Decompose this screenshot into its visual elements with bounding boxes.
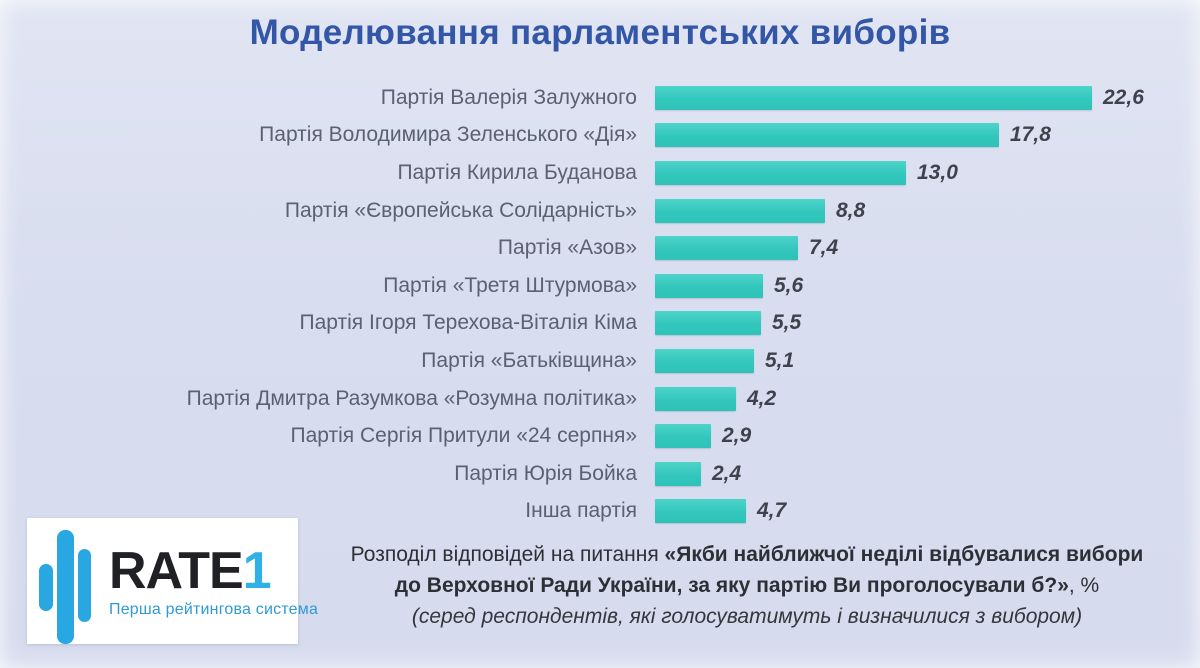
bar	[655, 160, 906, 185]
bar-value-label: 4,2	[747, 386, 777, 410]
bar-value-label: 5,5	[772, 311, 802, 335]
bar-row: Інша партія 4,7	[0, 493, 1200, 531]
bar-value-label: 5,6	[774, 273, 804, 297]
note-segment: «Якби найближчої неділі відбувалися вибо…	[664, 543, 1144, 566]
logo-brand-rate: RATE	[109, 542, 244, 600]
bar-row: Партія Дмитра Разумкова «Розумна політик…	[0, 380, 1200, 418]
logo-text: RATE1 Перша рейтингова система	[105, 545, 318, 619]
note-segment: , %	[1068, 574, 1100, 597]
bar-category-label: Партія Сергія Притули «24 серпня»	[290, 424, 638, 448]
bar-row: Партія Юрія Бойка 2,4	[0, 455, 1200, 493]
bar	[655, 311, 761, 336]
bar-value-label: 22,6	[1103, 85, 1144, 109]
bar-row: Партія Володимира Зеленського «Дія» 17,8	[0, 117, 1200, 155]
rate1-logo: RATE1 Перша рейтингова система	[27, 518, 318, 644]
note-line: Розподіл відповідей на питання «Якби най…	[310, 539, 1184, 570]
bar	[655, 424, 711, 449]
bar-row: Партія «Азов» 7,4	[0, 229, 1200, 267]
note-segment: (серед респондентів, які голосуватимуть …	[411, 605, 1083, 628]
bar-category-label: Партія Ігоря Терехова-Віталія Кіма	[299, 311, 637, 335]
survey-question-note: Розподіл відповідей на питання «Якби най…	[310, 539, 1184, 632]
bar	[655, 236, 798, 261]
note-segment: до Верховної Ради України, за яку партію…	[394, 574, 1069, 597]
bar-category-label: Партія Юрія Бойка	[454, 461, 637, 485]
bar-category-label: Партія «Азов»	[497, 236, 637, 260]
bar	[655, 198, 825, 223]
bar-row: Партія Ігоря Терехова-Віталія Кіма 5,5	[0, 305, 1200, 343]
bar-value-label: 2,9	[722, 424, 752, 448]
equalizer-icon	[37, 521, 105, 644]
page-title: Моделювання парламентських виборів	[249, 13, 951, 52]
bar-row: Партія «Європейська Солідарність» 8,8	[0, 192, 1200, 230]
bar-value-label: 13,0	[917, 160, 958, 184]
bar	[655, 461, 701, 486]
bar-category-label: Партія «Європейська Солідарність»	[284, 198, 637, 222]
bar-row: Партія Сергія Притули «24 серпня» 2,9	[0, 417, 1200, 455]
bar	[655, 85, 1092, 110]
bar-row: Партія «Третя Штурмова» 5,6	[0, 267, 1200, 305]
logo-brand-one: 1	[242, 542, 272, 600]
bar-row: Партія Валерія Залужного 22,6	[0, 79, 1200, 117]
note-segment: Розподіл відповідей на питання	[350, 543, 665, 566]
bar-category-label: Партія Дмитра Разумкова «Розумна політик…	[186, 386, 637, 410]
note-line: до Верховної Ради України, за яку партію…	[310, 570, 1184, 601]
bar-value-label: 7,4	[809, 236, 839, 260]
bar-category-label: Партія «Батьківщина»	[421, 348, 637, 372]
bar-category-label: Партія Володимира Зеленського «Дія»	[259, 123, 637, 147]
bar-row: Партія Кирила Буданова 13,0	[0, 154, 1200, 192]
bar-row: Партія «Батьківщина» 5,1	[0, 342, 1200, 380]
bar	[655, 123, 999, 148]
logo-tagline: Перша рейтингова система	[109, 601, 319, 618]
bar-value-label: 5,1	[765, 348, 795, 372]
bar	[655, 386, 736, 411]
bar-chart: Партія Валерія Залужного 22,6 Партія Волод…	[0, 79, 1200, 530]
bar	[655, 273, 763, 298]
bar-category-label: Партія «Третя Штурмова»	[383, 273, 637, 297]
note-line: (серед респондентів, які голосуватимуть …	[310, 601, 1184, 632]
bar-category-label: Партія Кирила Буданова	[397, 160, 637, 184]
bar	[655, 348, 754, 373]
bar-category-label: Партія Валерія Залужного	[380, 85, 637, 109]
bar-category-label: Інша партія	[525, 499, 637, 523]
bar-value-label: 17,8	[1010, 123, 1051, 147]
bar-value-label: 2,4	[712, 461, 742, 485]
bar-value-label: 8,8	[836, 198, 866, 222]
bar	[655, 499, 746, 524]
logo-brand: RATE1	[109, 542, 272, 600]
bar-value-label: 4,7	[757, 499, 787, 523]
